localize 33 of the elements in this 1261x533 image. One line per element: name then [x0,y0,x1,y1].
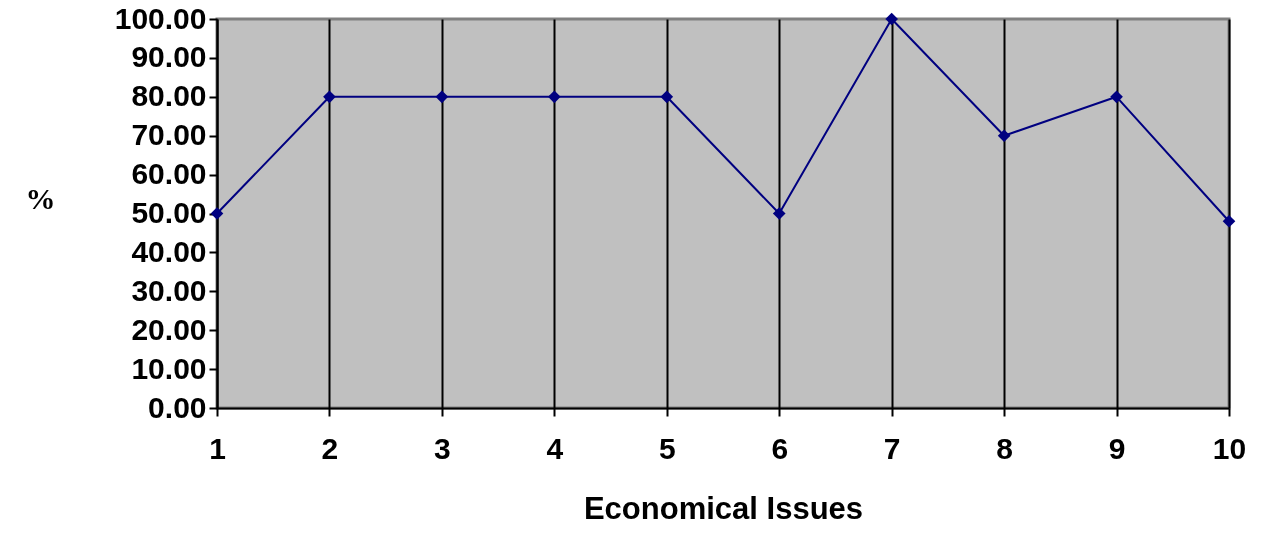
y-axis-title: % [25,181,56,215]
y-tick-label: 10.00 [131,351,207,385]
x-tick-label: 6 [771,431,789,465]
y-tick-label: 50.00 [131,196,207,229]
x-axis-title: Economical Issues [583,490,864,526]
x-tick-label: 7 [883,431,901,465]
y-tick-label: 60.00 [131,157,207,191]
point [1110,90,1123,104]
x-tick-label: 5 [658,431,676,465]
y-tick-label: 30.00 [131,273,207,307]
point [885,12,898,26]
point [323,90,336,104]
y-tick-label: 70.00 [131,118,207,152]
x-tick-label: 2 [321,431,339,465]
x-tick-label: 4 [546,431,564,465]
point [660,90,674,104]
point [548,90,561,104]
point [997,129,1011,143]
y-tick-label: 40.00 [131,234,207,268]
x-tick-label: 10 [1212,431,1247,465]
y-tick-label: 100.00 [114,1,207,35]
point [435,90,449,104]
point [1222,214,1236,228]
y-tick-label: 80.00 [131,79,207,113]
point [210,207,224,220]
y-tick-label: 0.00 [148,390,207,424]
x-tick-label: 3 [434,431,451,465]
y-tick-label: 90.00 [131,40,207,74]
point [772,207,786,220]
x-tick-label: 8 [996,431,1013,465]
x-tick-label: 1 [209,431,226,465]
y-tick-label: 20.00 [131,312,207,346]
x-tick-label: 9 [1108,431,1126,465]
